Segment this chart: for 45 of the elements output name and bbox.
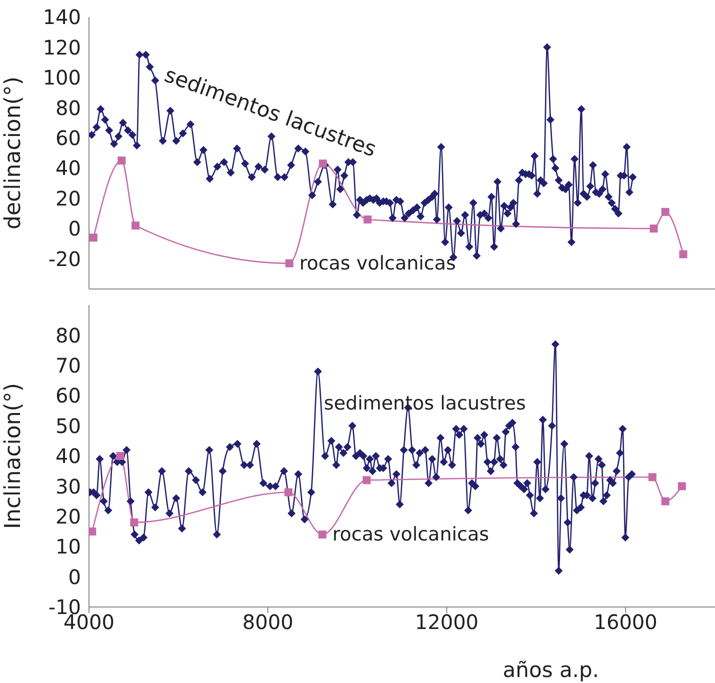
point <box>678 482 686 490</box>
y-tick-label: 20 <box>56 504 81 528</box>
y-tick-label: 80 <box>56 323 81 348</box>
point <box>89 234 98 242</box>
y-tick-label: 120 <box>42 35 81 60</box>
y-axis-title: declinacion(°) <box>0 76 26 230</box>
y-tick-label: -20 <box>48 246 81 271</box>
y-tick-label: 40 <box>56 444 81 468</box>
series-label: sedimentos lacustres <box>324 392 526 414</box>
x-tick-label: 8000 <box>242 610 294 634</box>
point <box>364 215 372 224</box>
y-tick-label: 10 <box>56 534 81 559</box>
y-tick-label: 0 <box>68 564 81 589</box>
point <box>661 497 670 506</box>
series-label: rocas volcanicas <box>332 524 489 546</box>
y-tick-label: 80 <box>56 96 81 120</box>
point <box>132 222 140 230</box>
point <box>679 250 688 258</box>
point <box>118 156 126 165</box>
y-tick-label: 100 <box>42 66 81 90</box>
y-tick-label: 70 <box>56 354 81 378</box>
point <box>318 530 326 539</box>
point <box>318 160 327 168</box>
point <box>89 528 96 536</box>
y-tick-label: 140 <box>42 5 81 30</box>
point <box>362 476 371 484</box>
x-tick-label: 12000 <box>414 610 479 634</box>
point <box>648 473 656 482</box>
point <box>650 224 658 233</box>
y-tick-label: 40 <box>56 156 81 180</box>
y-axis-title: Inclinacion(°) <box>0 383 26 529</box>
point <box>116 452 124 460</box>
point <box>130 518 138 526</box>
x-tick-label: 16000 <box>594 610 658 634</box>
series-label: rocas volcanicas <box>299 252 456 274</box>
point <box>284 488 292 496</box>
y-tick-label: 60 <box>56 384 81 408</box>
point <box>285 259 294 268</box>
y-tick-label: 50 <box>56 414 81 438</box>
y-tick-label: 60 <box>56 126 81 150</box>
y-tick-label: 30 <box>56 474 81 498</box>
y-tick-label: 20 <box>56 186 81 210</box>
x-axis-title: años a.p. <box>502 658 599 682</box>
y-tick-label: 0 <box>68 216 81 241</box>
point <box>661 208 670 216</box>
